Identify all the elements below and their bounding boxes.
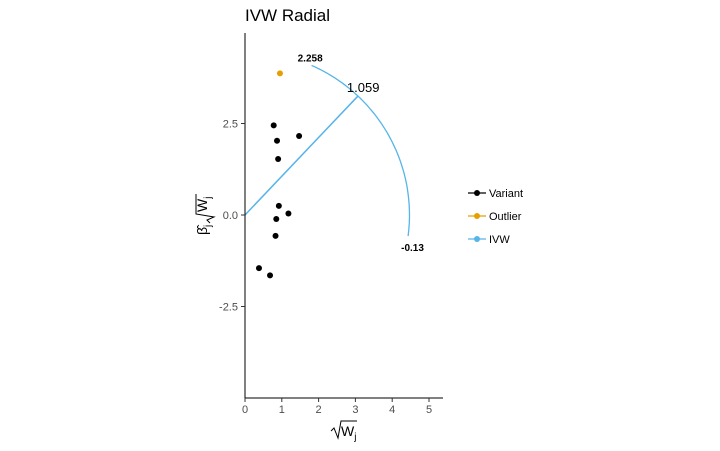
y-axis-beta-text: β̂j bbox=[194, 224, 214, 235]
x-tick-label: 1 bbox=[279, 404, 285, 416]
legend-label: IVW bbox=[489, 234, 510, 246]
y-tick-label: -2.5 bbox=[219, 302, 238, 314]
variant-point bbox=[274, 137, 281, 144]
legend: Variant Outlier IVW bbox=[468, 188, 523, 246]
ivw-estimate-line bbox=[244, 95, 359, 216]
y-axis-ticks: -2.5 0.0 2.5 bbox=[219, 119, 245, 314]
x-tick-label: 0 bbox=[242, 404, 248, 416]
y-axis-w-text: Wj bbox=[194, 197, 214, 212]
legend-key-point bbox=[474, 190, 480, 196]
y-tick-label: 0.0 bbox=[223, 210, 238, 222]
outlier-point bbox=[276, 70, 283, 77]
variant-point bbox=[273, 216, 280, 223]
x-axis-title-text: Wj bbox=[341, 423, 356, 443]
x-tick-label: 5 bbox=[426, 404, 432, 416]
variant-point bbox=[285, 210, 292, 217]
legend-label: Outlier bbox=[489, 211, 522, 223]
x-axis-ticks: 0 1 2 3 4 5 bbox=[242, 398, 432, 416]
legend-label: Variant bbox=[489, 188, 523, 200]
legend-key-point bbox=[474, 213, 480, 219]
variant-point bbox=[275, 202, 282, 209]
x-tick-label: 3 bbox=[352, 404, 358, 416]
y-axis-title: β̂j Wj bbox=[194, 194, 216, 235]
variant-point bbox=[270, 122, 277, 129]
variant-point bbox=[296, 132, 303, 139]
ivw-upper-label: 2.258 bbox=[298, 53, 323, 64]
plot-area: 2.258 1.059 -0.13 bbox=[244, 53, 424, 279]
x-tick-label: 4 bbox=[389, 404, 395, 416]
chart-title: IVW Radial bbox=[245, 6, 330, 25]
ivw-confidence-arc bbox=[311, 64, 411, 237]
y-tick-label: 2.5 bbox=[223, 119, 238, 131]
legend-key-point bbox=[474, 236, 480, 242]
variant-point bbox=[275, 156, 282, 163]
x-tick-label: 2 bbox=[316, 404, 322, 416]
x-axis-sqrt-sign bbox=[330, 420, 357, 440]
ivw-lower-label: -0.13 bbox=[401, 243, 424, 254]
x-axis-title: Wj bbox=[330, 420, 357, 443]
variant-point bbox=[272, 232, 279, 239]
ivw-estimate-label: 1.059 bbox=[347, 80, 380, 95]
variant-point bbox=[267, 272, 274, 279]
variant-point bbox=[255, 265, 262, 272]
y-axis-sqrt-sign bbox=[195, 194, 216, 224]
